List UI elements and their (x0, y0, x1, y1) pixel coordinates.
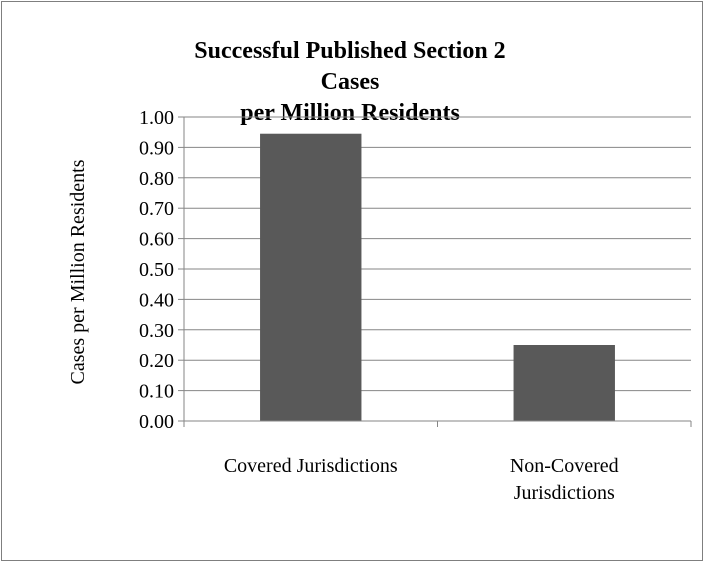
x-category-label: Covered Jurisdictions (224, 455, 398, 477)
y-tick-label: 0.40 (139, 289, 174, 311)
bar-chart: 0.00 0.10 0.20 0.30 0.40 0.50 0.60 0.70 0.80 0.90… (67, 107, 692, 504)
y-tick-label: 0.30 (139, 320, 174, 342)
x-category-labels: Covered Jurisdictions Non-Covered Jurisdic… (224, 455, 619, 504)
y-tick-label: 0.00 (139, 411, 174, 433)
y-tick-label: 1.00 (139, 107, 174, 129)
y-tick-label: 0.90 (139, 137, 174, 159)
y-tick-label: 0.10 (139, 381, 174, 403)
x-category-label: Non-Covered Jurisdictions (510, 455, 619, 504)
bars (260, 133, 615, 421)
y-tick-label: 0.50 (139, 259, 174, 281)
y-tick-label: 0.60 (139, 229, 174, 251)
y-tick-labels: 0.00 0.10 0.20 0.30 0.40 0.50 0.60 0.70 0.80 0.90… (139, 107, 174, 433)
bar (513, 345, 615, 421)
y-tick-label: 0.20 (139, 350, 174, 372)
y-tick-label: 0.70 (139, 198, 174, 220)
bar (260, 133, 362, 421)
y-tick-label: 0.80 (139, 168, 174, 190)
y-axis-label: Cases per Million Residents (67, 159, 89, 384)
axes (178, 116, 692, 427)
chart-title: Successful Published Section 2 Cases per… (194, 38, 506, 126)
